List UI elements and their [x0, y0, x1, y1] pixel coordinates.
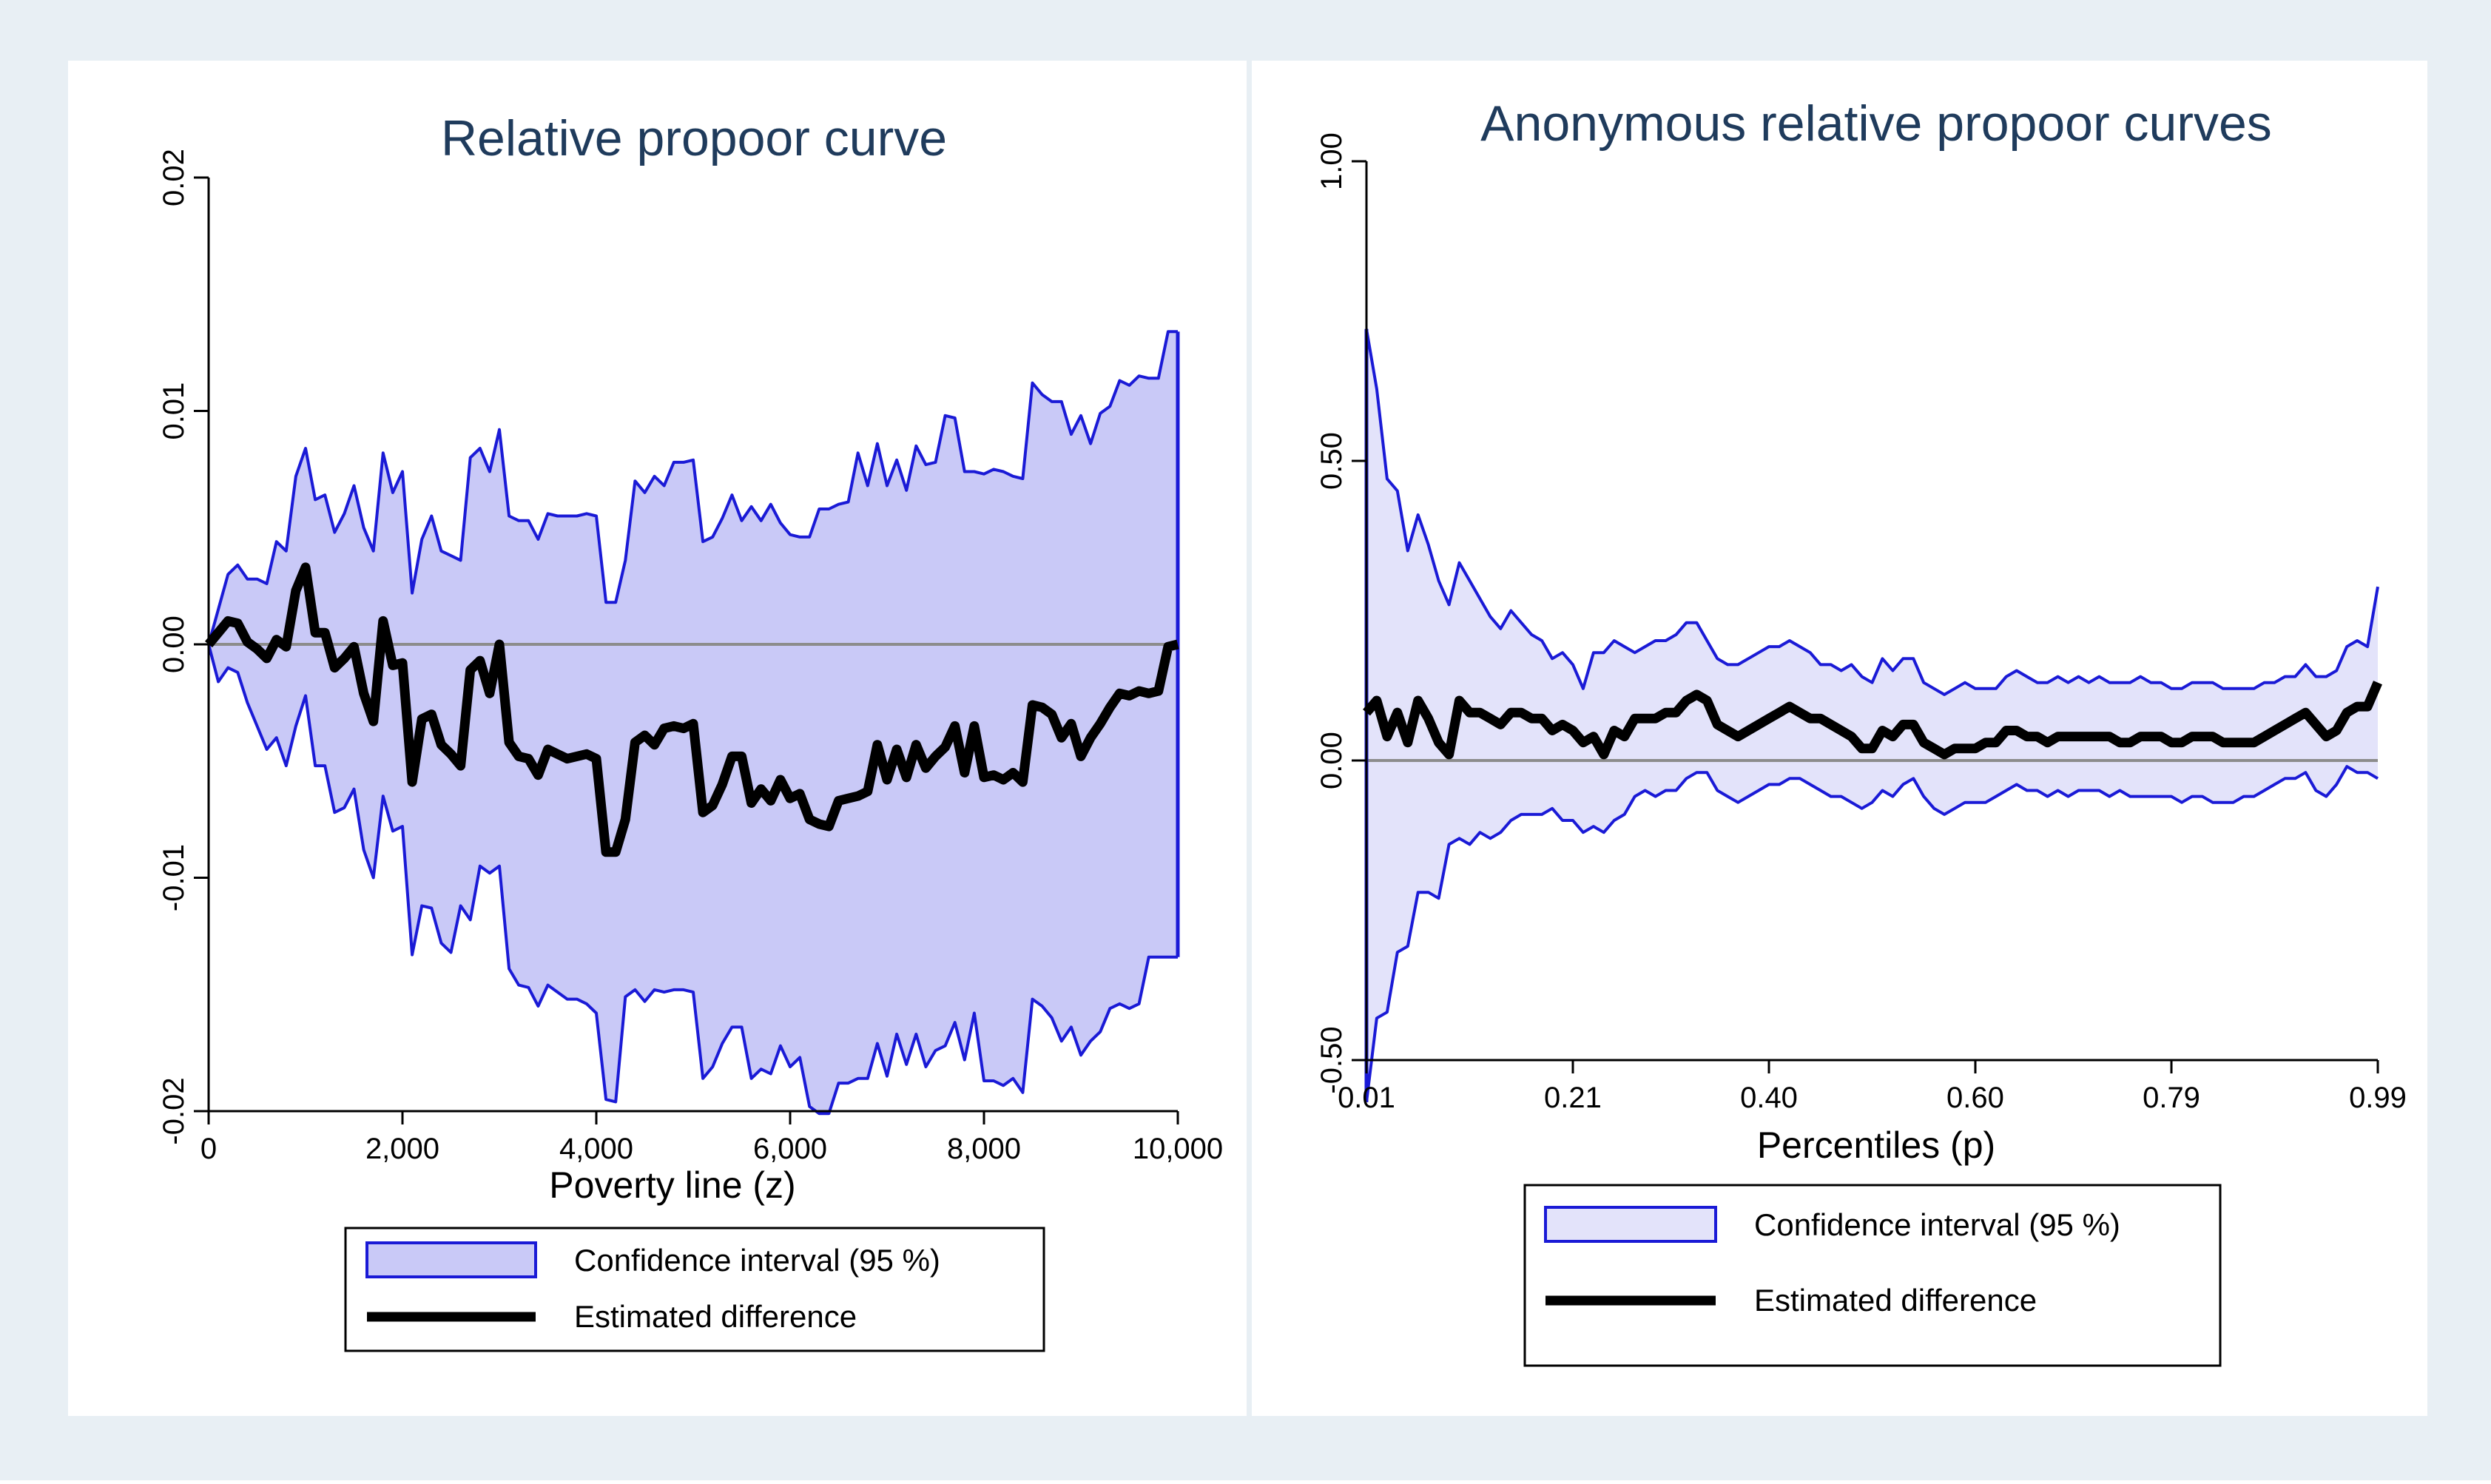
y-axis-ticks: -0.50 0.00 0.50 1.00	[1315, 132, 1366, 1094]
legend-ci-label: Confidence interval (95 %)	[1754, 1207, 2120, 1242]
x-axis-ticks: 0.01 0.21 0.40 0.60 0.79 0.99	[1338, 1060, 2407, 1114]
legend-ci-swatch	[365, 1241, 537, 1278]
confidence-band-area	[1366, 328, 2378, 1102]
x-tick-label: 0.99	[2349, 1082, 2407, 1114]
ci-lower-line	[1365, 765, 2379, 1102]
x-axis-label: Poverty line (z)	[549, 1164, 795, 1206]
legend-box	[1523, 1184, 2222, 1367]
legend-estimate-label: Estimated difference	[1754, 1283, 2037, 1318]
x-tick-label: 0.40	[1740, 1082, 1798, 1114]
y-tick-label: -0.01	[158, 844, 190, 911]
x-tick-label: 0.60	[1946, 1082, 2004, 1114]
y-tick-label: 0.01	[158, 382, 190, 440]
estimated-difference-line	[204, 562, 1179, 857]
ci-upper-line	[1365, 328, 2379, 696]
y-tick-label: 0.02	[158, 149, 190, 206]
chart-title: Anonymous relative propoor curves	[1480, 95, 2272, 152]
anonymous-propoor-chart: Anonymous relative propoor curves -0.500…	[1315, 95, 2407, 1367]
x-axis-ticks: 0 2,000 4,000 6,000 8,000 10,000	[200, 1111, 1223, 1165]
x-tick-label: 2,000	[365, 1133, 439, 1165]
ci-lower-line	[207, 644, 1178, 1116]
y-tick-label: 1.00	[1315, 132, 1348, 190]
y-tick-label: 0.50	[1315, 432, 1348, 490]
y-tick-label: -0.50	[1315, 1026, 1348, 1093]
x-axis-label: Percentiles (p)	[1757, 1124, 1995, 1166]
y-tick-label: 0.00	[1315, 732, 1348, 789]
y-axis-ticks: -0.02 -0.01 0.00 0.01 0.02	[158, 149, 209, 1145]
legend-estimate-label: Estimated difference	[574, 1299, 857, 1334]
x-tick-label: 8,000	[947, 1133, 1021, 1165]
x-tick-label: 6,000	[753, 1133, 827, 1165]
x-tick-label: 0.01	[1338, 1082, 1395, 1114]
x-tick-label: 4,000	[559, 1133, 633, 1165]
x-tick-label: 10,000	[1133, 1133, 1223, 1165]
x-tick-label: 0.79	[2143, 1082, 2200, 1114]
legend-ci-label: Confidence interval (95 %)	[574, 1243, 940, 1278]
legend-ci-swatch	[1544, 1206, 1717, 1243]
x-tick-label: 0	[200, 1133, 217, 1165]
estimated-difference-line	[1363, 681, 2382, 760]
ci-upper-line	[207, 330, 1178, 645]
legend: Confidence interval (95 %) Estimated dif…	[1523, 1184, 2222, 1367]
legend: Confidence interval (95 %) Estimated dif…	[344, 1227, 1045, 1352]
chart-title: Relative propoor curve	[441, 110, 947, 166]
y-tick-label: 0.00	[158, 615, 190, 673]
y-tick-label: -0.02	[158, 1077, 190, 1144]
relative-propoor-chart: Relative propoor curve -0.02 -0.01 0.00 0.0…	[158, 110, 1223, 1352]
x-tick-label: 0.21	[1544, 1082, 1602, 1114]
